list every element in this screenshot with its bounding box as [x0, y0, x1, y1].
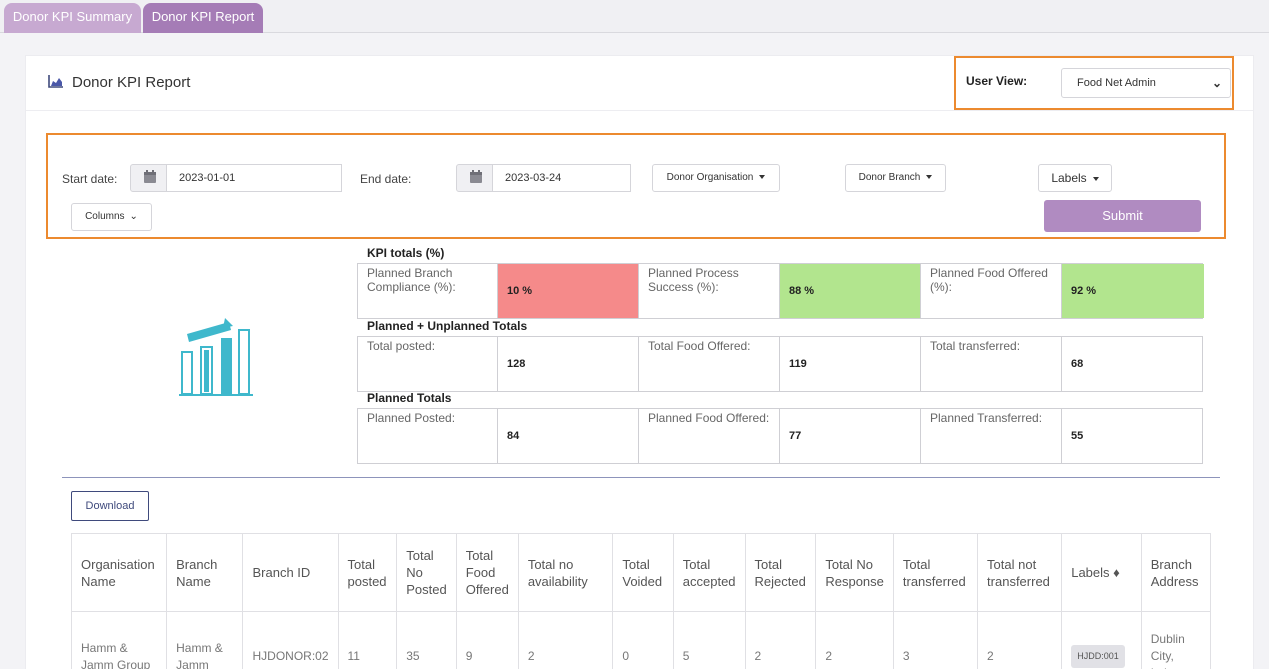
filter-highlight [46, 133, 1226, 239]
section-divider [62, 477, 1220, 478]
table-header-row: Organisation Name Branch Name Branch ID … [70, 533, 1212, 612]
column-header[interactable]: Branch ID [242, 533, 339, 612]
combined-totals-grid: Total posted: 128 Total Food Offered: 11… [357, 336, 1203, 392]
planned-totals-title: Planned Totals [367, 391, 452, 405]
table-cell: 2 [744, 611, 817, 669]
kpi-label: Total transferred: [921, 337, 1062, 391]
tag-icon: ♦ [1113, 565, 1120, 580]
kpi-totals-title: KPI totals (%) [367, 246, 445, 260]
kpi-value: 88 % [780, 264, 921, 318]
kpi-value: 55 [1071, 430, 1084, 442]
kpi-value: 92 % [1062, 264, 1204, 318]
report-table: Organisation Name Branch Name Branch ID … [70, 533, 1212, 669]
columns-dropdown[interactable]: Columns ⌄ [71, 203, 152, 231]
tab-bar: Donor KPI Summary Donor KPI Report [0, 0, 1269, 33]
end-calendar-button[interactable] [456, 164, 493, 192]
table-cell: Dublin City, Leinster, [1140, 611, 1212, 669]
table-row: Hamm & Jamm Group Hamm & Jamm HJDONOR:02… [70, 611, 1212, 669]
kpi-label: Total posted: [358, 337, 498, 391]
user-view-select[interactable]: Food Net Admin ⌄ [1061, 68, 1231, 98]
table-cell: 2 [517, 611, 614, 669]
caret-down-icon [926, 175, 933, 180]
end-date-label: End date: [360, 172, 412, 186]
start-date-label: Start date: [62, 172, 118, 186]
column-header[interactable]: Total Food Offered [455, 533, 519, 612]
kpi-label: Planned Food Offered: [639, 409, 780, 463]
table-cell: Hamm & Jamm [166, 611, 244, 669]
columns-dropdown-label: Columns [85, 211, 125, 222]
labels-header-text: Labels [1071, 565, 1110, 580]
chevron-down-icon: ⌄ [129, 211, 138, 222]
kpi-value: 119 [780, 337, 921, 391]
labels-dropdown[interactable]: Labels [1038, 164, 1112, 192]
table-cell: Hamm & Jamm Group [70, 611, 168, 669]
column-header[interactable]: Total Rejected [744, 533, 817, 612]
table-cell: 11 [337, 611, 398, 669]
download-button[interactable]: Download [71, 491, 149, 521]
donor-organisation-label: Donor Organisation [666, 172, 754, 183]
table-cell: HJDONOR:02 [242, 611, 339, 669]
table-cell: 2 [977, 611, 1063, 669]
kpi-label: Planned Food Offered (%): [921, 264, 1062, 318]
donor-branch-dropdown[interactable]: Donor Branch [845, 164, 946, 192]
column-header[interactable]: Total no availability [517, 533, 614, 612]
kpi-totals-grid: Planned Branch Compliance (%): 10 % Plan… [357, 263, 1204, 319]
kpi-value: 10 % [498, 264, 639, 318]
end-date-input[interactable]: 2023-03-24 [493, 164, 631, 192]
user-view-value: Food Net Admin [1077, 77, 1156, 89]
table-cell: 35 [396, 611, 457, 669]
kpi-value: 84 [498, 409, 639, 463]
tab-donor-kpi-summary[interactable]: Donor KPI Summary [4, 3, 141, 33]
column-header[interactable]: Labels ♦ [1061, 533, 1142, 612]
column-header[interactable]: Total accepted [672, 533, 746, 612]
report-panel: Donor KPI Report User View: Food Net Adm… [25, 55, 1254, 669]
caret-down-icon [1092, 176, 1099, 181]
start-calendar-button[interactable] [130, 164, 167, 192]
column-header[interactable]: Organisation Name [70, 533, 168, 612]
kpi-value: 77 [780, 409, 921, 463]
area-chart-icon [48, 75, 63, 88]
kpi-label: Planned Process Success (%): [639, 264, 780, 318]
donor-organisation-dropdown[interactable]: Donor Organisation [652, 164, 780, 192]
caret-down-icon [759, 175, 766, 180]
tab-donor-kpi-report[interactable]: Donor KPI Report [143, 3, 263, 33]
kpi-label: Planned Posted: [358, 409, 498, 463]
column-header[interactable]: Total No Response [815, 533, 894, 612]
submit-button[interactable]: Submit [1044, 200, 1201, 232]
column-header[interactable]: Branch Address [1140, 533, 1212, 612]
donor-branch-label: Donor Branch [858, 172, 921, 183]
column-header[interactable]: Total No Posted [396, 533, 457, 612]
table-cell: 3 [892, 611, 979, 669]
bar-chart-icon [179, 318, 253, 396]
column-header[interactable]: Total not transferred [977, 533, 1063, 612]
kpi-label: Total Food Offered: [639, 337, 780, 391]
combined-totals-title: Planned + Unplanned Totals [367, 319, 528, 333]
user-view-highlight [954, 56, 1234, 110]
kpi-label: Planned Branch Compliance (%): [358, 264, 498, 318]
table-cell: HJDD:001 [1061, 611, 1142, 669]
table-cell: 2 [815, 611, 894, 669]
kpi-label: Planned Transferred: [921, 409, 1062, 463]
page-title: Donor KPI Report [72, 74, 191, 91]
user-view-label: User View: [966, 74, 1028, 88]
kpi-value: 128 [498, 337, 639, 391]
chevron-down-icon: ⌄ [1211, 76, 1222, 90]
panel-header: Donor KPI Report [26, 56, 1253, 111]
column-header[interactable]: Total posted [337, 533, 398, 612]
kpi-value: 68 [1071, 358, 1084, 370]
table-cell: 0 [612, 611, 674, 669]
column-header[interactable]: Total transferred [892, 533, 979, 612]
labels-dropdown-label: Labels [1051, 171, 1087, 185]
table-cell: 5 [672, 611, 746, 669]
table-cell: 9 [455, 611, 519, 669]
planned-totals-grid: Planned Posted: 84 Planned Food Offered:… [357, 408, 1203, 464]
column-header[interactable]: Branch Name [166, 533, 244, 612]
label-badge[interactable]: HJDD:001 [1071, 645, 1125, 669]
column-header[interactable]: Total Voided [612, 533, 674, 612]
start-date-input[interactable]: 2023-01-01 [167, 164, 342, 192]
calendar-icon [144, 170, 156, 183]
calendar-icon [470, 170, 482, 183]
kpi-report-table: Organisation Name Branch Name Branch ID … [70, 533, 1212, 669]
